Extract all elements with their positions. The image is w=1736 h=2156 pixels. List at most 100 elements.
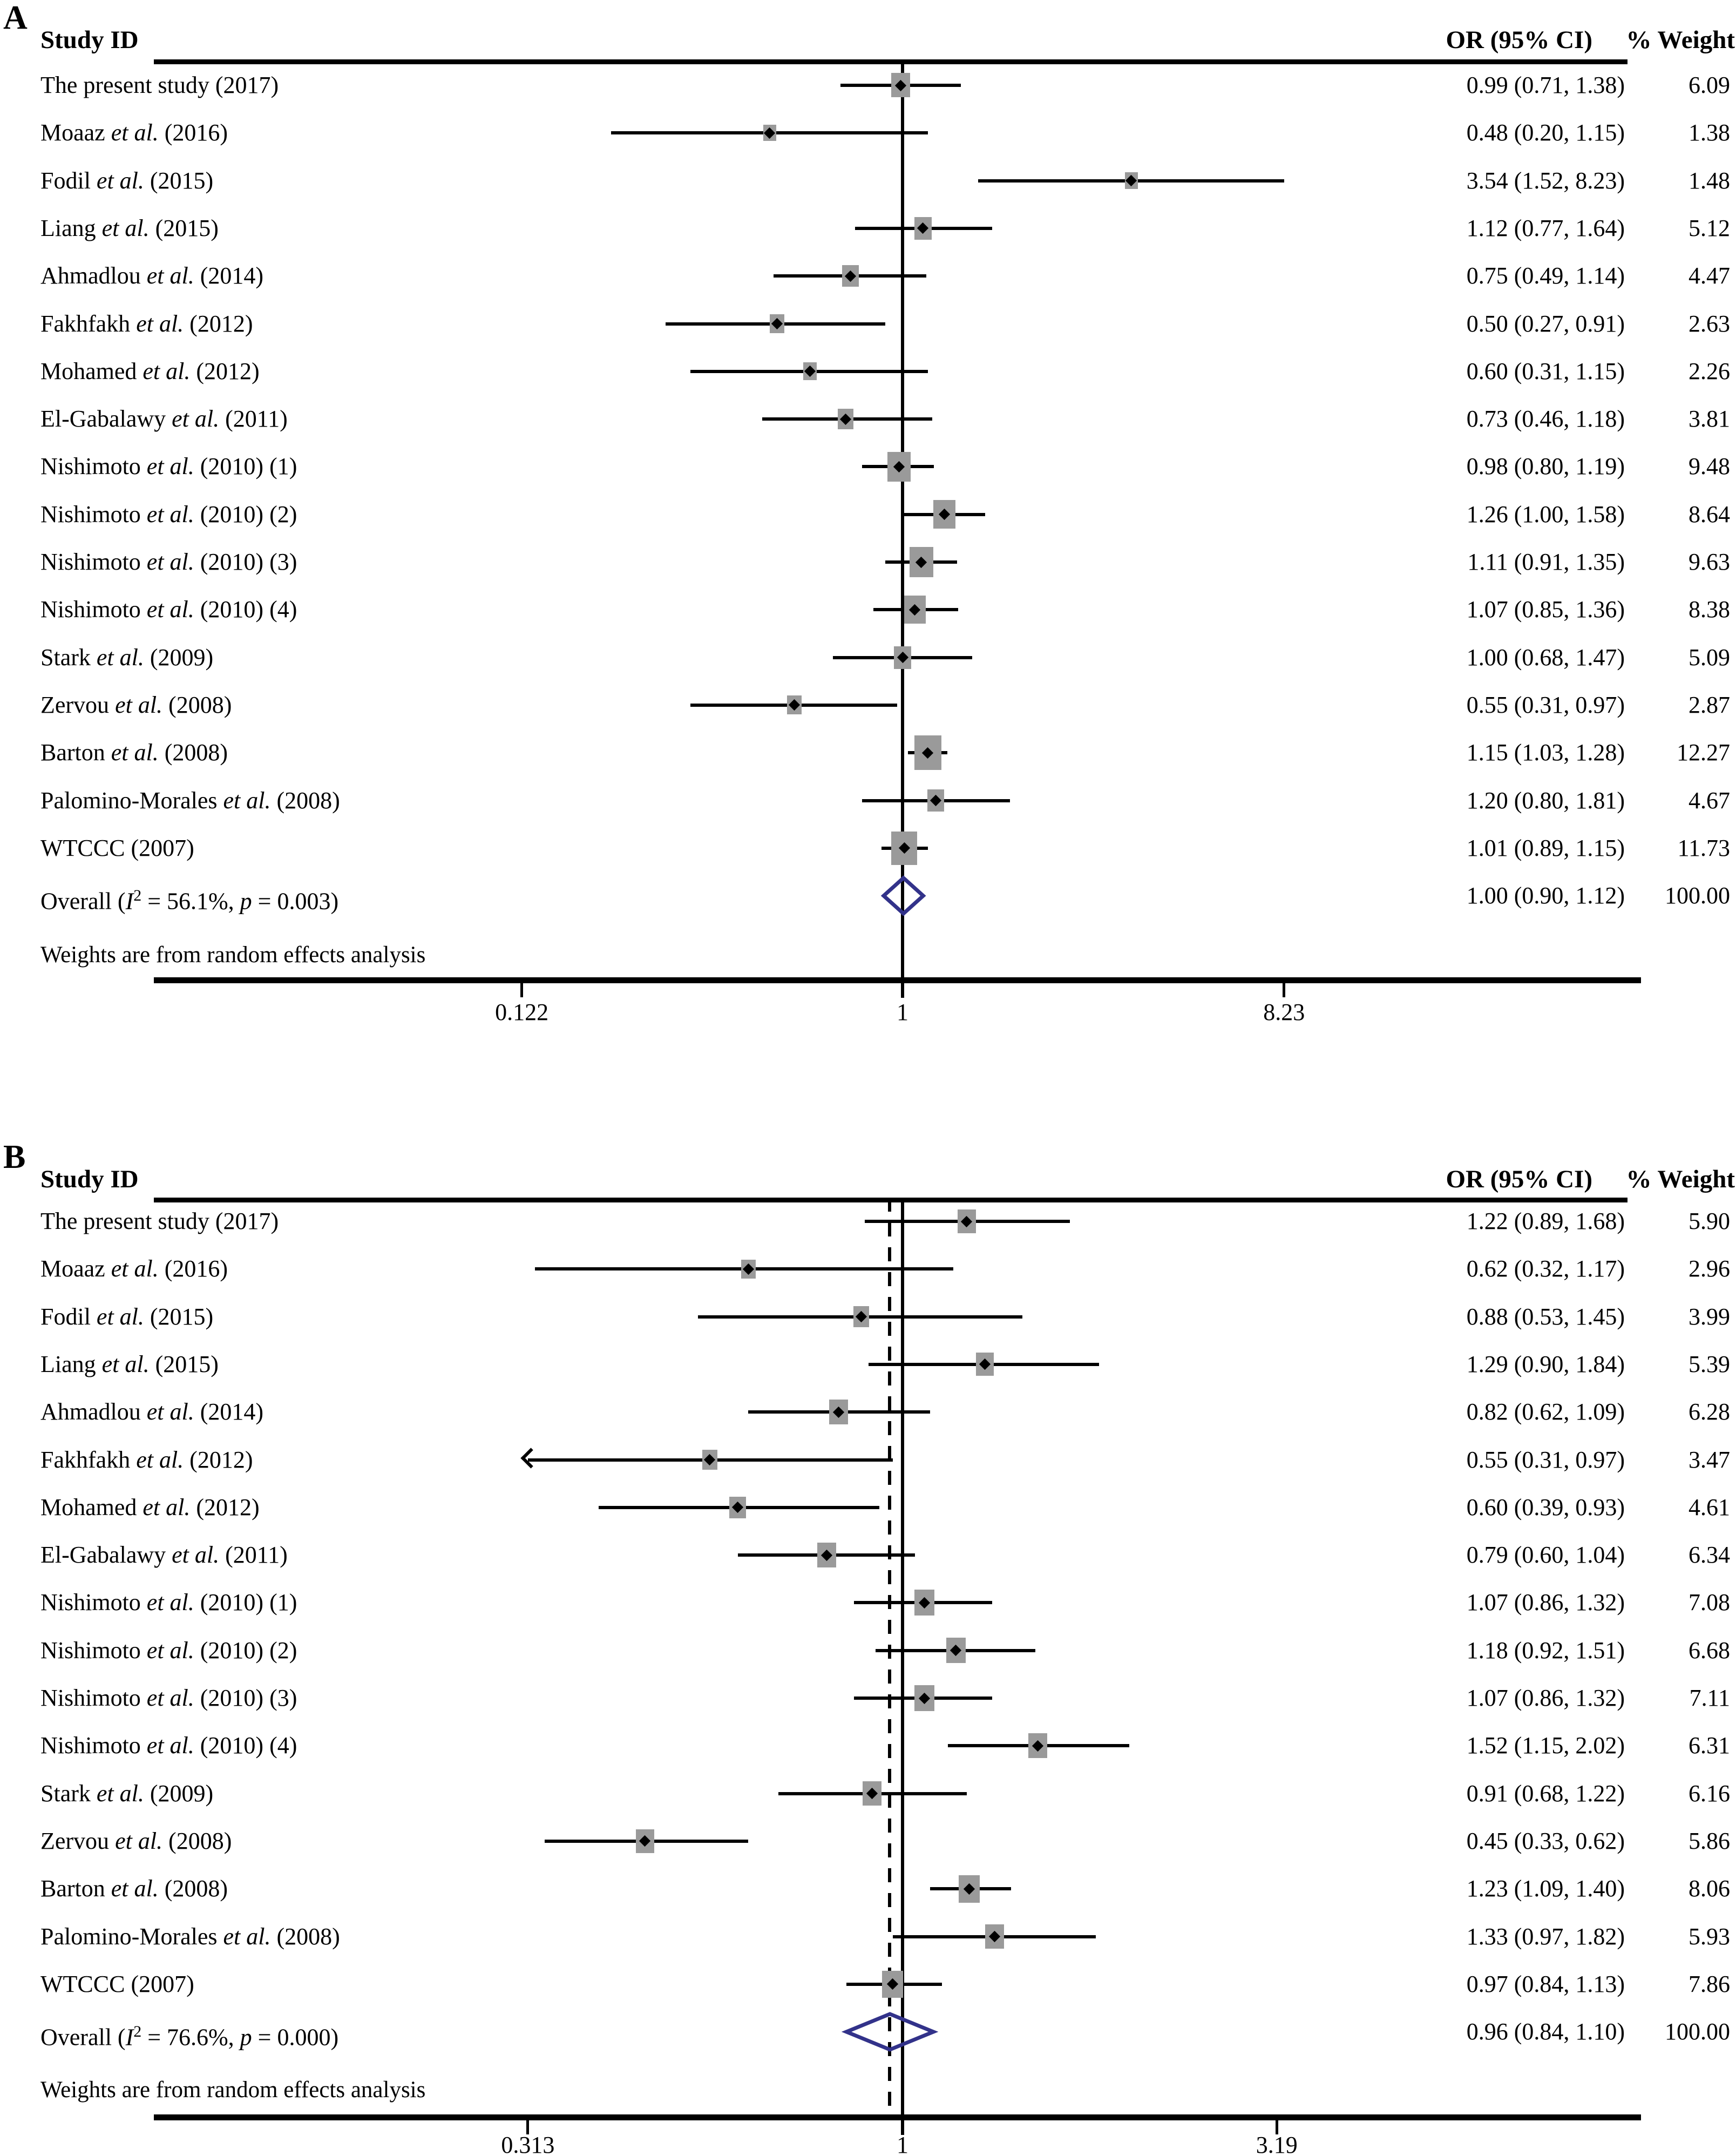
weight-value: 5.39 <box>1688 1350 1730 1377</box>
weight-value: 1.38 <box>1688 119 1730 146</box>
study-label: Fakhfakh et al. (2012) <box>40 1446 253 1473</box>
or-ci-value: 1.22 (0.89, 1.68) <box>1466 1208 1625 1234</box>
weight-value: 3.81 <box>1688 405 1730 432</box>
or-ci-value: 0.50 (0.27, 0.91) <box>1466 310 1625 337</box>
study-label: Ahmadlou et al. (2014) <box>40 262 264 289</box>
weight-value: 2.87 <box>1688 691 1730 718</box>
or-ci-value: 0.99 (0.71, 1.38) <box>1466 72 1625 98</box>
or-ci-value: 1.07 (0.86, 1.32) <box>1466 1589 1625 1616</box>
weight-value: 100.00 <box>1665 882 1730 909</box>
study-label: El-Gabalawy et al. (2011) <box>40 405 288 432</box>
weight-value: 4.47 <box>1688 262 1730 289</box>
or-ci-value: 1.23 (1.09, 1.40) <box>1466 1875 1625 1902</box>
axis-tick <box>526 2120 530 2134</box>
or-ci-value: 1.33 (0.97, 1.82) <box>1466 1923 1625 1950</box>
or-ci-value: 1.52 (1.15, 2.02) <box>1466 1732 1625 1759</box>
study-label: Mohamed et al. (2012) <box>40 1493 260 1520</box>
or-ci-value: 0.75 (0.49, 1.14) <box>1466 262 1625 289</box>
or-ci-value: 0.55 (0.31, 0.97) <box>1466 1446 1625 1473</box>
axis-tick-label: 1 <box>897 999 908 1025</box>
study-label: Liang et al. (2015) <box>40 214 219 241</box>
or-ci-value: 1.29 (0.90, 1.84) <box>1466 1350 1625 1377</box>
study-label: Zervou et al. (2008) <box>40 1827 232 1854</box>
study-label: Nishimoto et al. (2010) (1) <box>40 1589 297 1616</box>
weight-value: 100.00 <box>1665 2018 1730 2045</box>
weight-value: 3.99 <box>1688 1303 1730 1330</box>
study-label: Stark et al. (2009) <box>40 1780 214 1807</box>
weight-value: 5.90 <box>1688 1208 1730 1234</box>
or-ci-value: 1.00 (0.90, 1.12) <box>1466 882 1625 909</box>
weight-value: 8.64 <box>1688 501 1730 528</box>
weight-value: 2.26 <box>1688 357 1730 384</box>
column-header-study: Study ID <box>40 1165 139 1193</box>
column-header-weight: % Weight <box>1626 1165 1735 1193</box>
forest-panel-a: A Study ID OR (95% CI) % Weight The present … <box>0 0 1736 1026</box>
study-label: Ahmadlou et al. (2014) <box>40 1398 264 1425</box>
header-rule <box>154 59 1628 64</box>
study-label: El-Gabalawy et al. (2011) <box>40 1542 288 1569</box>
axis-line <box>154 977 1641 983</box>
study-label: Fodil et al. (2015) <box>40 167 214 194</box>
weight-value: 9.63 <box>1688 549 1730 575</box>
random-effects-note: Weights are from random effects analysis <box>40 2077 426 2103</box>
weight-value: 7.11 <box>1689 1685 1730 1711</box>
or-ci-value: 3.54 (1.52, 8.23) <box>1466 167 1625 194</box>
or-ci-value: 0.96 (0.84, 1.10) <box>1466 2018 1625 2045</box>
or-ci-value: 1.01 (0.89, 1.15) <box>1466 834 1625 861</box>
study-label: The present study (2017) <box>40 1208 279 1234</box>
study-label: Moaaz et al. (2016) <box>40 1255 228 1282</box>
weight-value: 5.93 <box>1688 1923 1730 1950</box>
forest-panel-b: B Study ID OR (95% CI) % Weight The present … <box>0 1139 1736 2156</box>
study-label: Nishimoto et al. (2010) (2) <box>40 1637 297 1664</box>
weight-value: 12.27 <box>1677 739 1730 766</box>
axis-tick-label: 0.313 <box>501 2132 555 2156</box>
study-label: WTCCC (2007) <box>40 1970 194 1997</box>
study-label: Zervou et al. (2008) <box>40 691 232 718</box>
or-ci-value: 0.97 (0.84, 1.13) <box>1466 1970 1625 1997</box>
weight-value: 4.67 <box>1688 787 1730 814</box>
weight-value: 6.28 <box>1688 1398 1730 1425</box>
weight-value: 11.73 <box>1677 834 1730 861</box>
study-label: Liang et al. (2015) <box>40 1350 219 1377</box>
weight-value: 5.09 <box>1688 644 1730 671</box>
weight-value: 5.12 <box>1688 214 1730 241</box>
or-ci-value: 1.20 (0.80, 1.81) <box>1466 787 1625 814</box>
or-ci-value: 0.88 (0.53, 1.45) <box>1466 1303 1625 1330</box>
or-ci-value: 0.55 (0.31, 0.97) <box>1466 691 1625 718</box>
column-header-or-ci: OR (95% CI) <box>1446 26 1592 54</box>
or-ci-value: 1.12 (0.77, 1.64) <box>1466 214 1625 241</box>
study-label: Barton et al. (2008) <box>40 739 228 766</box>
study-label: Stark et al. (2009) <box>40 644 214 671</box>
axis-tick <box>520 983 524 997</box>
arrow-left-icon <box>520 1447 541 1469</box>
or-ci-value: 0.62 (0.32, 1.17) <box>1466 1255 1625 1282</box>
column-header-or-ci: OR (95% CI) <box>1446 1165 1592 1193</box>
study-label: Nishimoto et al. (2010) (2) <box>40 501 297 528</box>
weight-value: 7.08 <box>1688 1589 1730 1616</box>
or-ci-value: 1.07 (0.86, 1.32) <box>1466 1685 1625 1711</box>
weight-value: 5.86 <box>1688 1827 1730 1854</box>
column-header-study: Study ID <box>40 26 139 54</box>
study-label: Nishimoto et al. (2010) (4) <box>40 1732 297 1759</box>
axis-tick-label: 1 <box>897 2132 908 2156</box>
random-effects-note: Weights are from random effects analysis <box>40 942 426 968</box>
study-label: WTCCC (2007) <box>40 834 194 861</box>
weight-value: 1.48 <box>1688 167 1730 194</box>
reference-line <box>901 59 904 998</box>
overall-label: Overall (I2 = 56.1%, p = 0.003) <box>40 887 339 915</box>
weight-value: 2.63 <box>1688 310 1730 337</box>
axis-tick <box>1275 2120 1278 2134</box>
weight-value: 4.61 <box>1688 1493 1730 1520</box>
study-label: Palomino-Morales et al. (2008) <box>40 787 340 814</box>
weight-value: 3.47 <box>1688 1446 1730 1473</box>
column-header-weight: % Weight <box>1626 26 1735 54</box>
or-ci-value: 0.82 (0.62, 1.09) <box>1466 1398 1625 1425</box>
or-ci-value: 0.45 (0.33, 0.62) <box>1466 1827 1625 1854</box>
or-ci-value: 1.18 (0.92, 1.51) <box>1466 1637 1625 1664</box>
weight-value: 6.31 <box>1688 1732 1730 1759</box>
axis-tick <box>901 2120 904 2134</box>
study-label: Nishimoto et al. (2010) (4) <box>40 596 297 623</box>
axis-tick-label: 8.23 <box>1263 999 1305 1025</box>
or-ci-value: 0.60 (0.39, 0.93) <box>1466 1493 1625 1520</box>
weight-value: 6.68 <box>1688 1637 1730 1664</box>
